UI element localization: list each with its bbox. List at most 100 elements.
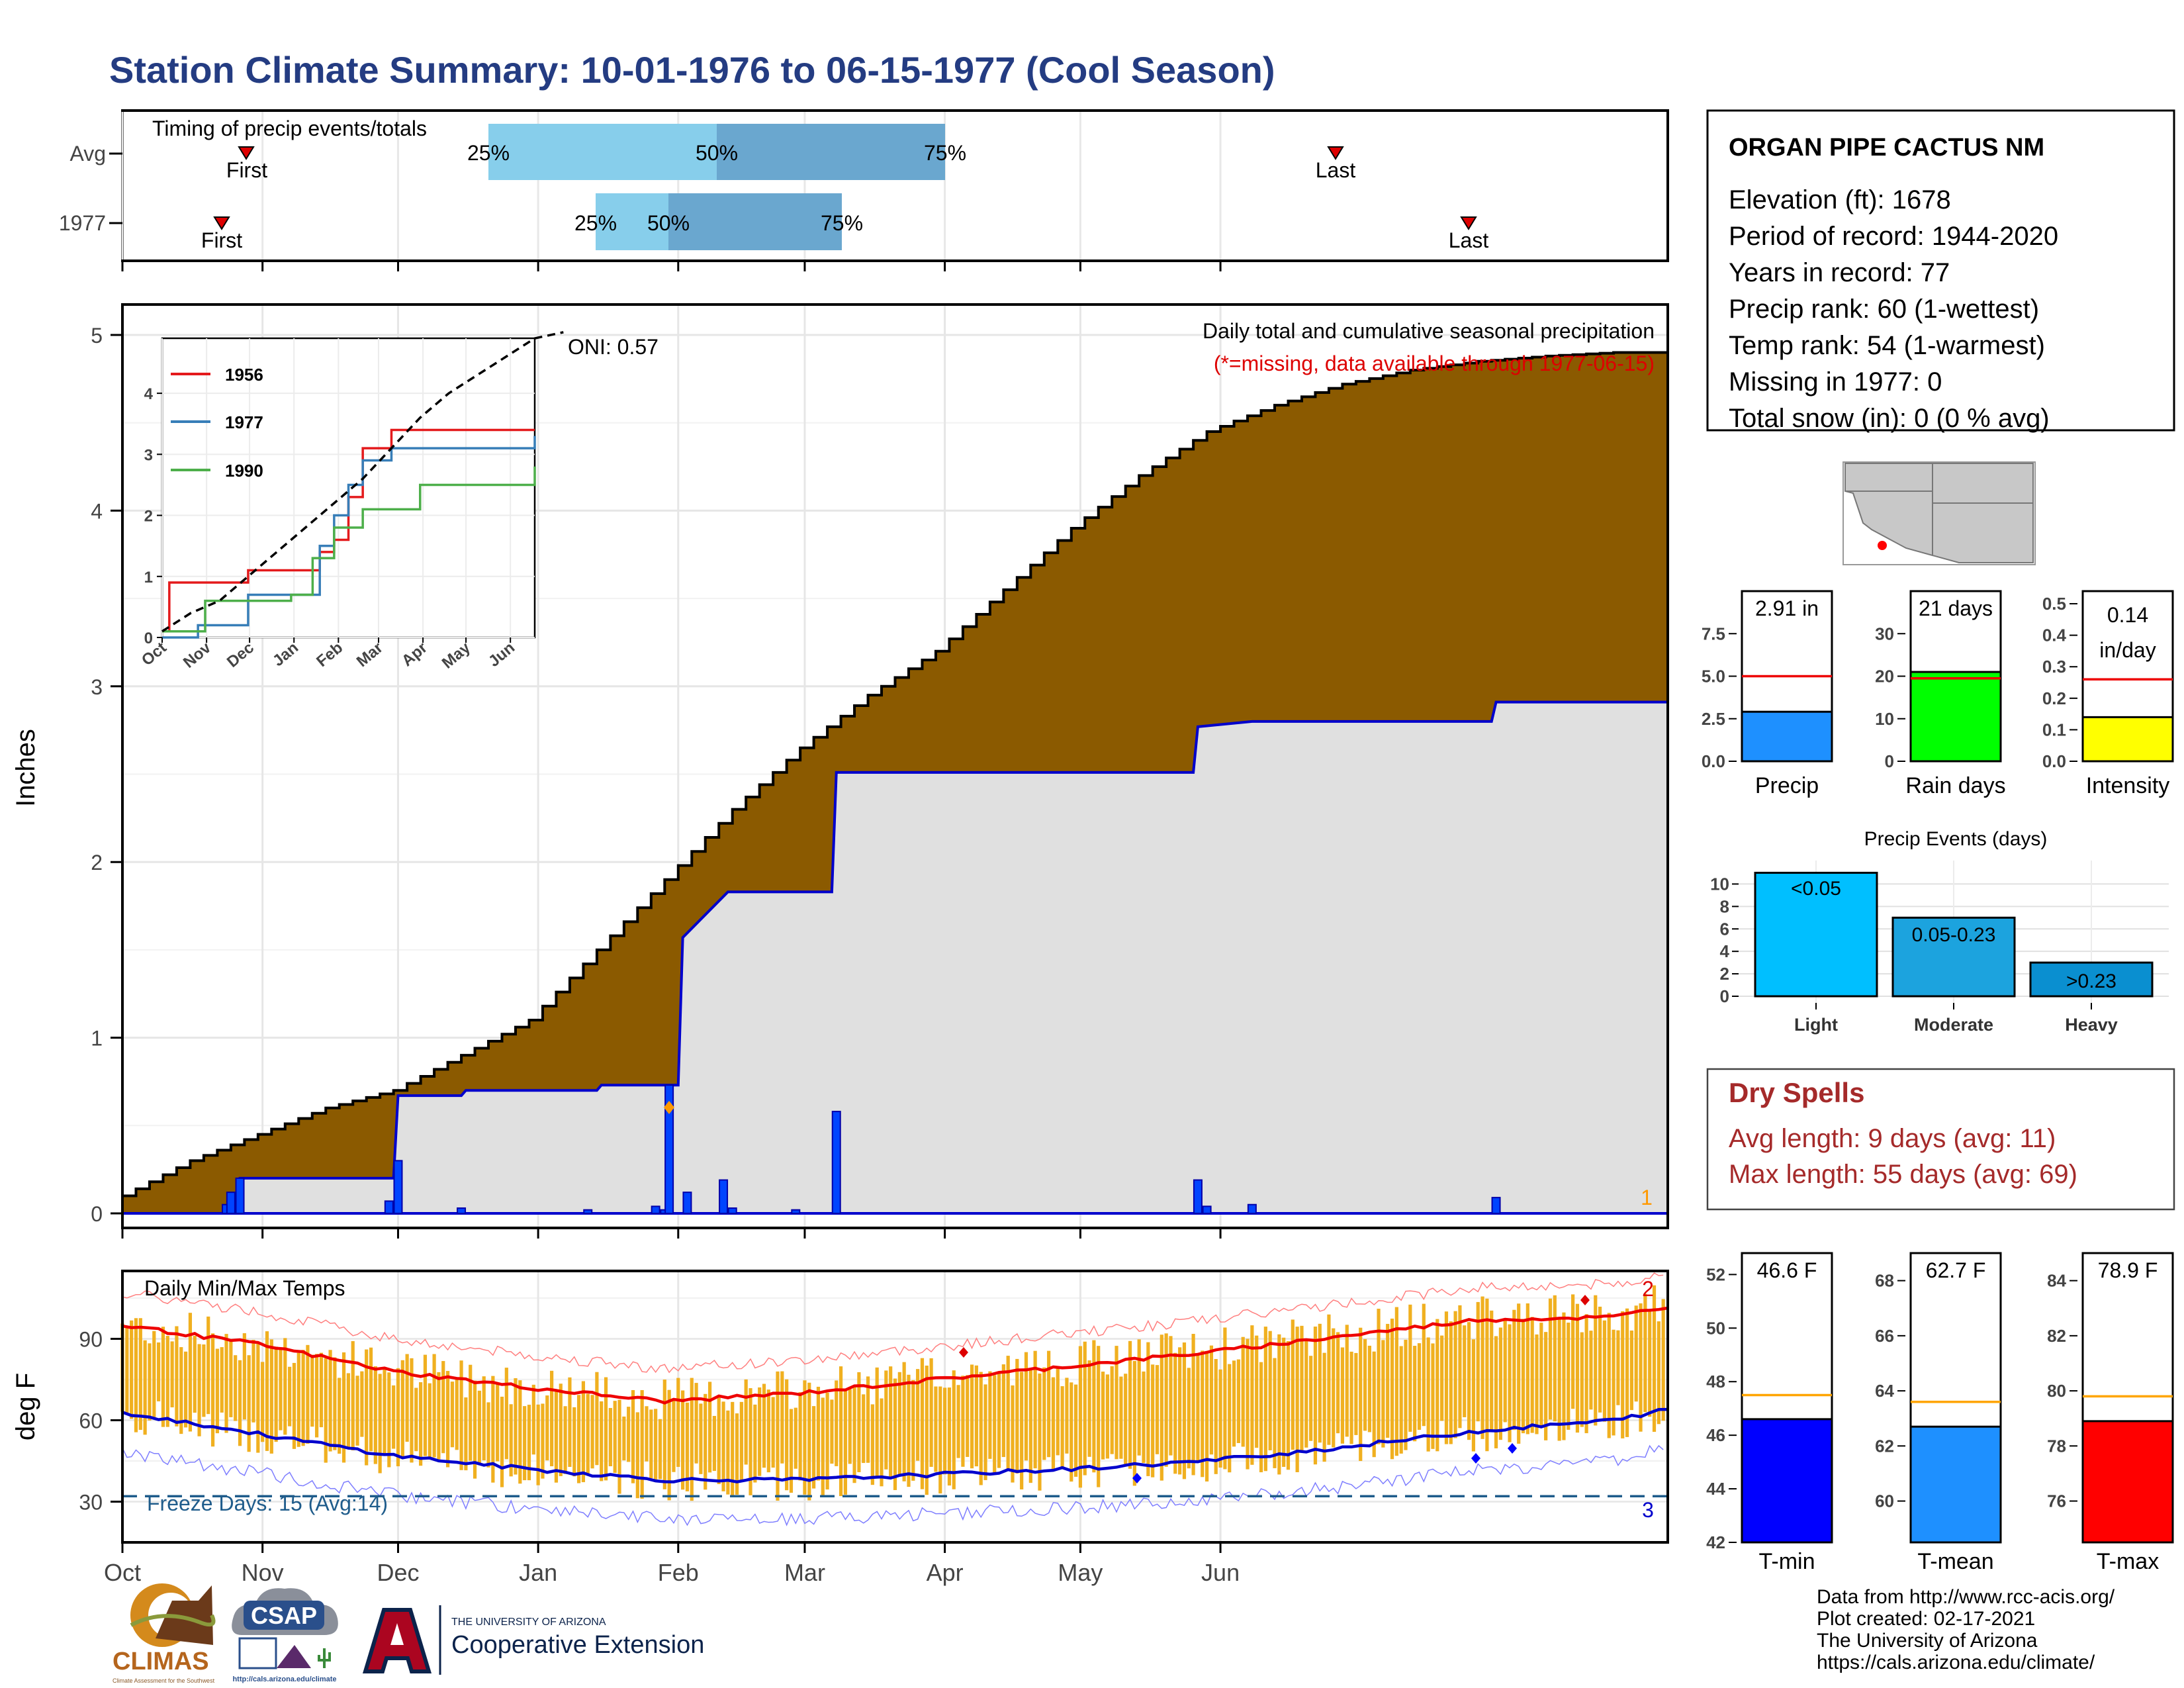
mini-intensity-label: Intensity bbox=[2086, 773, 2170, 798]
daily-temp-bar bbox=[1083, 1341, 1087, 1476]
daily-temp-bar bbox=[279, 1348, 283, 1430]
events-cat-heavy: Heavy bbox=[2065, 1015, 2118, 1035]
daily-temp-bar bbox=[726, 1410, 730, 1495]
temp-y-tick-label: 30 bbox=[79, 1491, 103, 1515]
daily-temp-bar bbox=[857, 1372, 861, 1472]
daily-temp-bar bbox=[572, 1407, 576, 1477]
precip-panel: 0 1 2 3 4 5 Inches ONI: 0.57 Daily total and … bbox=[11, 303, 1669, 1239]
month-axis: Oct Nov Dec Jan Feb Mar Apr May Jun bbox=[104, 1542, 1240, 1586]
daily-temp-bar bbox=[897, 1372, 901, 1477]
daily-temp-bar bbox=[563, 1406, 567, 1474]
daily-temp-bar bbox=[1345, 1325, 1349, 1437]
daily-temp-bar bbox=[1087, 1360, 1091, 1457]
tbar-y-tick-label: 80 bbox=[2047, 1381, 2066, 1401]
daily-precip-bar bbox=[1491, 1197, 1501, 1215]
daily-temp-bar bbox=[333, 1357, 337, 1450]
daily-temp-bar bbox=[1119, 1376, 1123, 1459]
daily-temp-bar bbox=[518, 1380, 522, 1484]
daily-temp-bar bbox=[256, 1342, 260, 1453]
tmin-value: 46.6 F bbox=[1757, 1258, 1817, 1282]
daily-temp-bar bbox=[1557, 1319, 1561, 1441]
daily-temp-bar bbox=[1169, 1336, 1173, 1456]
precip-events-chart: Precip Events (days) 02 46 810 Light Moder… bbox=[1710, 828, 2169, 1035]
daily-temp-bar bbox=[1295, 1327, 1299, 1472]
daily-temp-bar bbox=[405, 1354, 409, 1442]
daily-temp-bar bbox=[1440, 1335, 1444, 1421]
csap-wordmark: CSAP bbox=[251, 1602, 317, 1629]
daily-temp-bar bbox=[1218, 1369, 1222, 1468]
daily-temp-bar bbox=[704, 1393, 707, 1490]
avg-p75-label: 75% bbox=[924, 141, 966, 165]
daily-temp-bar bbox=[1363, 1338, 1367, 1431]
daily-temp-bar bbox=[681, 1390, 685, 1490]
record-high-marker bbox=[1580, 1295, 1590, 1305]
climas-wave-icon bbox=[130, 1614, 216, 1627]
daily-temp-bar bbox=[414, 1387, 418, 1452]
inset-lines bbox=[161, 331, 564, 639]
daily-temp-bar bbox=[1571, 1294, 1575, 1409]
daily-temp-bar bbox=[1535, 1334, 1539, 1434]
daily-temp-bar bbox=[672, 1398, 676, 1472]
temperature-panel: 30 60 90 Oct Nov Dec Jan Feb Mar Apr May Jun Daily… bbox=[11, 1270, 1669, 1586]
station-name: ORGAN PIPE CACTUS NM bbox=[1729, 134, 2044, 162]
ua-top-text: THE UNIVERSITY OF ARIZONA bbox=[451, 1617, 606, 1628]
daily-precip-bar bbox=[831, 1111, 841, 1214]
yr-q2-bar bbox=[668, 193, 842, 250]
daily-temp-bar bbox=[1404, 1339, 1408, 1450]
daily-temp-bar bbox=[1241, 1336, 1245, 1447]
daily-temp-bar bbox=[1480, 1296, 1484, 1439]
climas-logo: CLIMAS Climate Assessment for the Southw… bbox=[113, 1583, 216, 1684]
daily-temp-bar bbox=[1652, 1285, 1657, 1432]
daily-temp-bar bbox=[1137, 1339, 1141, 1456]
timing-title: Timing of precip events/totals bbox=[152, 117, 427, 140]
avg-tmax-line bbox=[122, 1306, 1668, 1405]
daily-temp-bar bbox=[780, 1371, 784, 1464]
daily-temp-bar bbox=[925, 1365, 929, 1495]
daily-temp-bar bbox=[1011, 1385, 1015, 1483]
daily-temp-bar bbox=[441, 1361, 445, 1454]
timing-row-1977-label: 1977 bbox=[59, 211, 106, 235]
daily-temp-bar bbox=[1164, 1333, 1168, 1467]
daily-temp-bar bbox=[1476, 1301, 1480, 1422]
daily-temp-bar bbox=[1065, 1378, 1069, 1454]
daily-temp-bar bbox=[1602, 1320, 1607, 1422]
daily-temp-bar bbox=[523, 1406, 527, 1481]
avg-q1-bar bbox=[488, 124, 717, 180]
daily-temp-bar bbox=[1318, 1323, 1322, 1443]
tbar-y-tick-label: 44 bbox=[1706, 1479, 1725, 1499]
daily-precip-bar bbox=[1202, 1205, 1212, 1215]
locator-map bbox=[1843, 461, 2036, 565]
month-tick-label: Apr bbox=[927, 1559, 964, 1586]
daily-temp-bar bbox=[1097, 1346, 1101, 1487]
daily-temp-bar bbox=[1015, 1358, 1019, 1474]
ua-cooperative-extension: Cooperative Extension bbox=[451, 1631, 704, 1659]
daily-temp-bar bbox=[608, 1407, 612, 1467]
mini-value-bar bbox=[2081, 716, 2174, 763]
daily-temp-bar bbox=[766, 1389, 770, 1473]
tbar-y-tick-label: 62 bbox=[1875, 1436, 1894, 1456]
daily-temp-bar bbox=[396, 1368, 400, 1467]
avg-first-marker bbox=[238, 146, 255, 160]
daily-precip-bar bbox=[226, 1192, 236, 1214]
daily-temp-bar bbox=[979, 1372, 983, 1485]
daily-temp-bar bbox=[464, 1397, 468, 1471]
daily-temp-bar bbox=[437, 1372, 441, 1460]
daily-temp-bar bbox=[1530, 1317, 1534, 1433]
avg-first-label: First bbox=[226, 158, 267, 182]
daily-temp-bar bbox=[477, 1390, 481, 1466]
daily-temp-bar bbox=[410, 1358, 414, 1463]
mini-y-tick-label: 0 bbox=[1885, 751, 1894, 771]
yr-last-label: Last bbox=[1449, 228, 1489, 252]
daily-temp-bar bbox=[613, 1401, 617, 1474]
daily-temp-bar bbox=[373, 1366, 377, 1464]
daily-temp-bar bbox=[1282, 1337, 1286, 1467]
tbar-y-tick-label: 66 bbox=[1875, 1326, 1894, 1346]
daily-temp-bar bbox=[658, 1419, 662, 1479]
daily-temp-bar bbox=[1056, 1366, 1060, 1456]
dry-spells-max: Max length: 55 days (avg: 69) bbox=[1729, 1160, 2077, 1189]
yr-first-label: First bbox=[201, 228, 242, 252]
avg-last-label: Last bbox=[1316, 158, 1356, 182]
daily-temp-bar bbox=[197, 1344, 201, 1436]
daily-temp-bar bbox=[355, 1376, 359, 1446]
